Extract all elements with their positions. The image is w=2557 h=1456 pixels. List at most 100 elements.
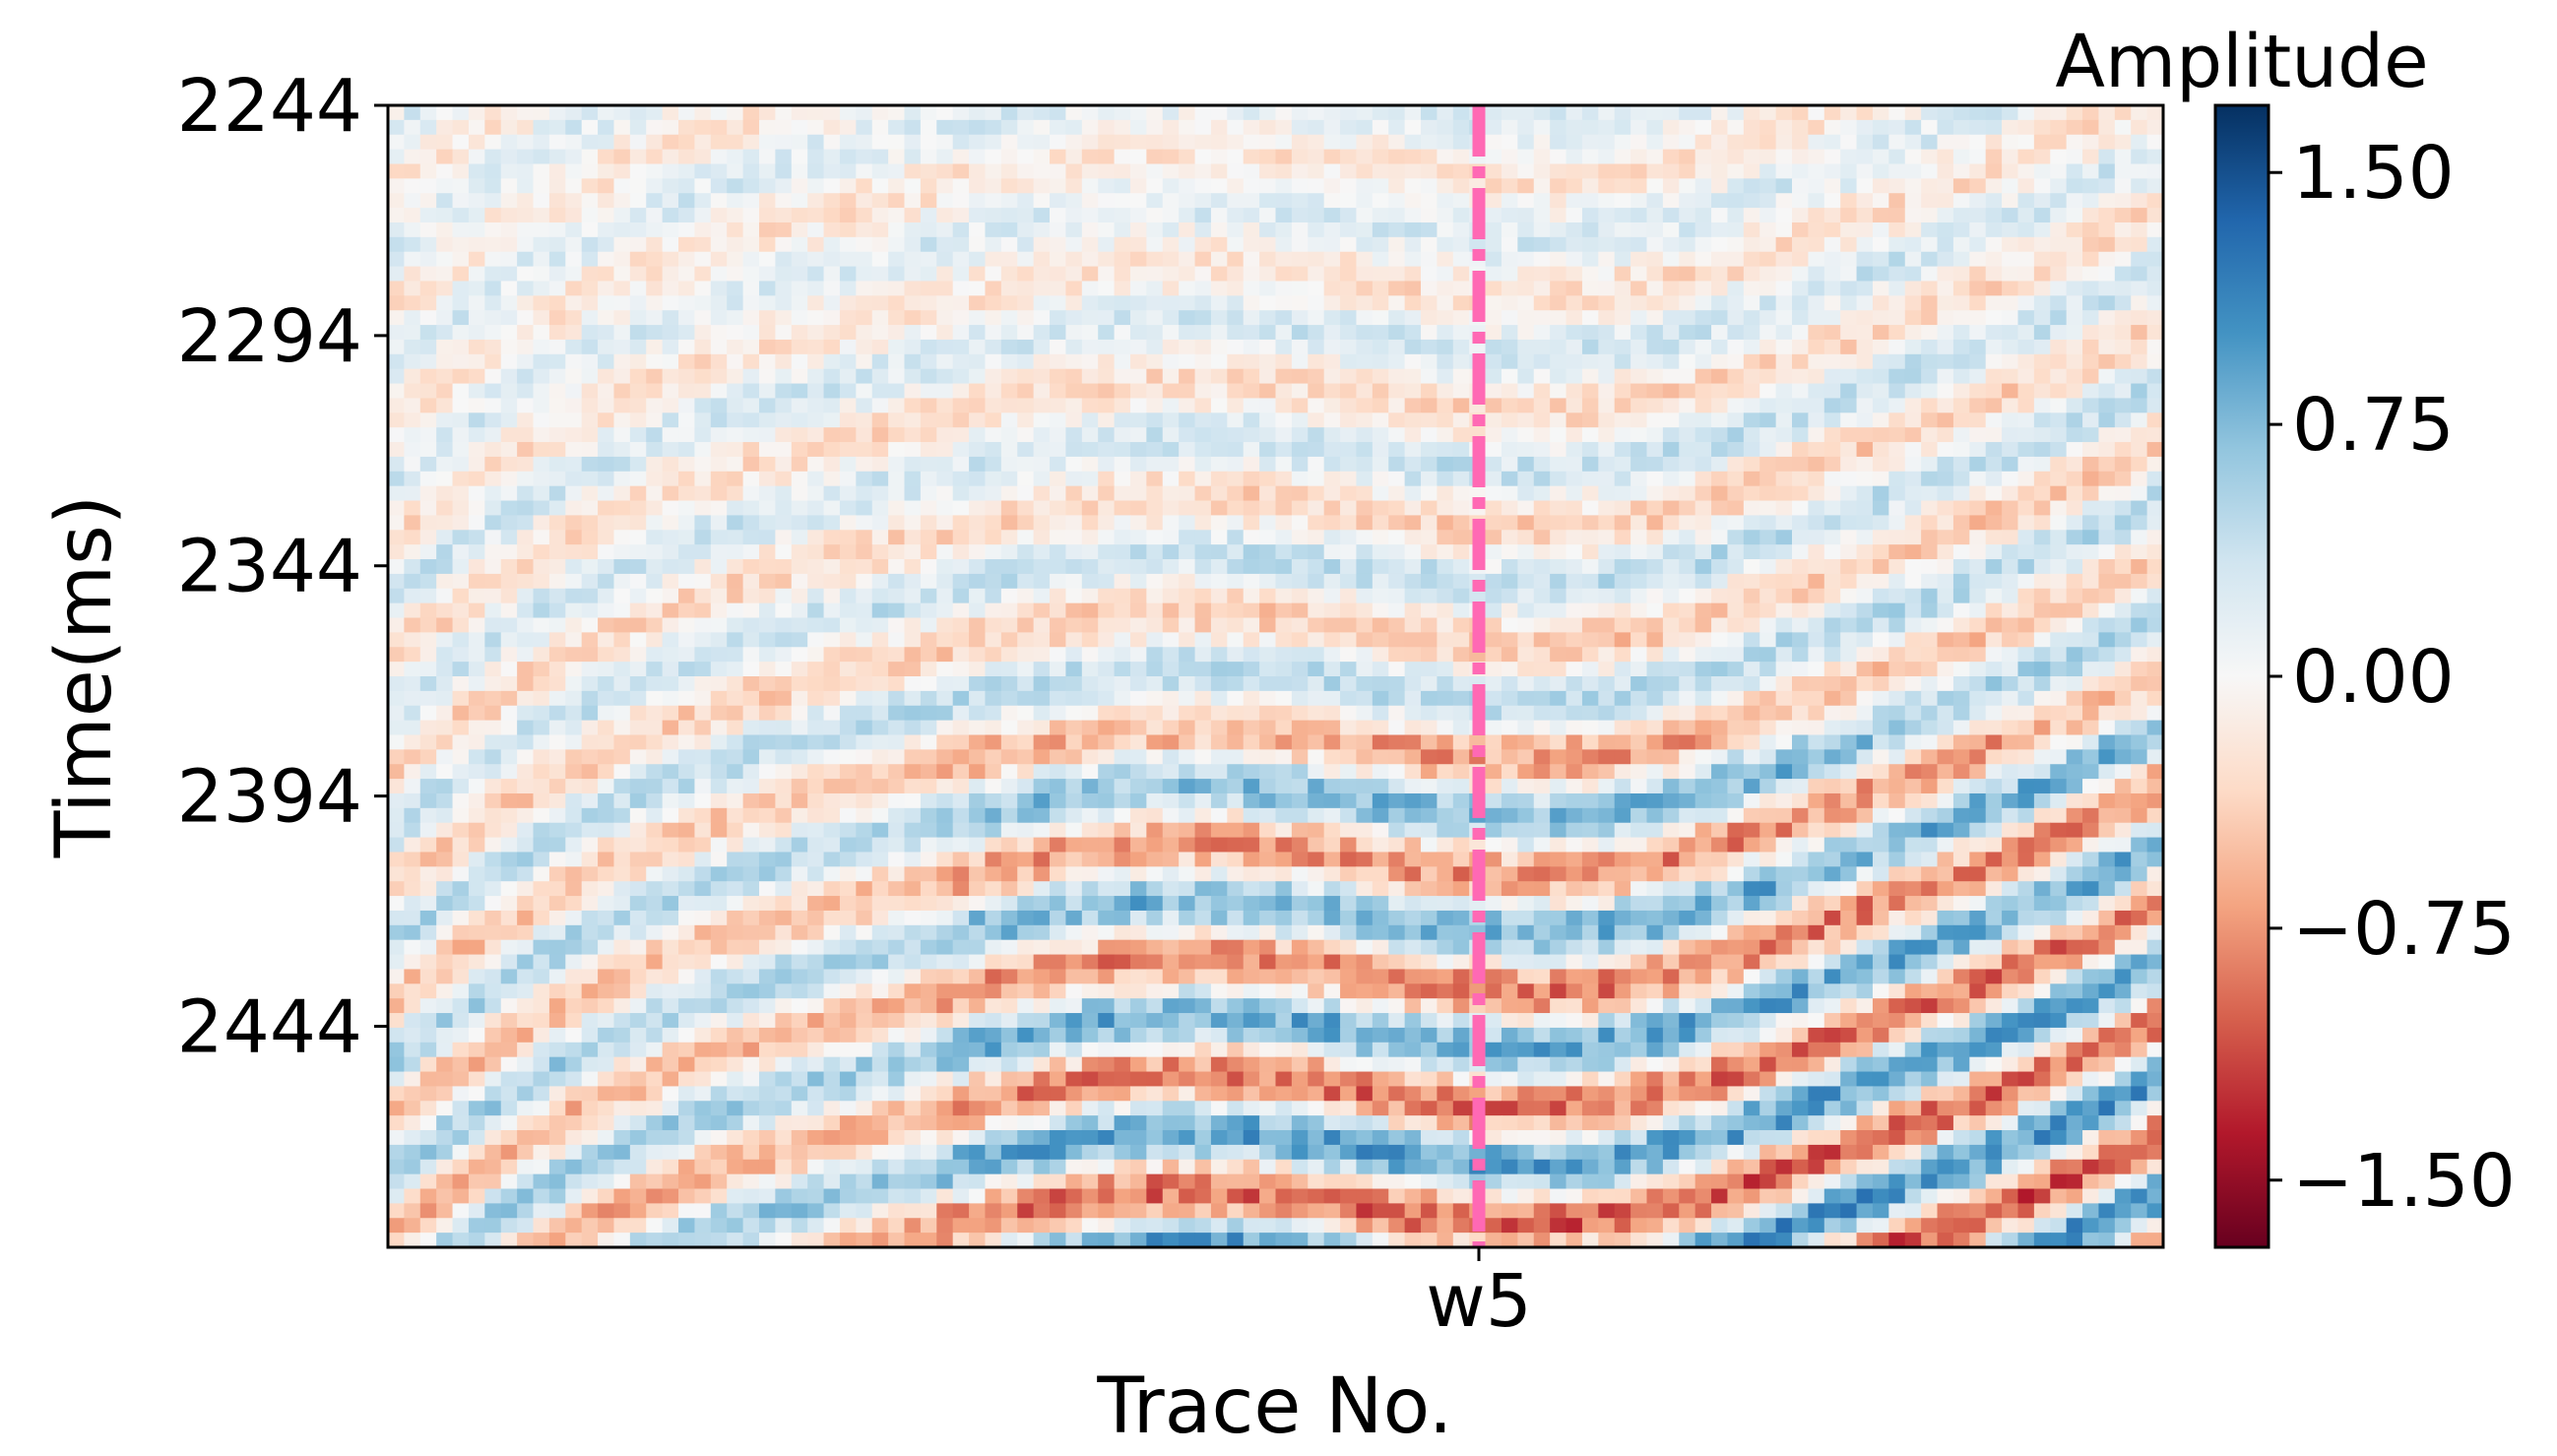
heatmap-cell	[2131, 208, 2148, 223]
heatmap-cell	[888, 339, 906, 355]
heatmap-cell	[1550, 295, 1567, 311]
heatmap-cell	[1388, 368, 1406, 385]
heatmap-cell	[1485, 515, 1502, 531]
heatmap-cell	[1308, 398, 1325, 413]
heatmap-cell	[484, 383, 502, 400]
heatmap-cell	[1081, 281, 1099, 296]
heatmap-cell	[758, 573, 776, 590]
heatmap-cell	[629, 705, 647, 722]
heatmap-cell	[2017, 325, 2035, 341]
heatmap-cell	[452, 295, 470, 311]
heatmap-cell	[1517, 617, 1535, 633]
heatmap-cell	[613, 163, 631, 179]
heatmap-cell	[1000, 236, 1018, 253]
heatmap-cell	[629, 515, 647, 531]
heatmap-cell	[1162, 193, 1180, 209]
heatmap-cell	[758, 222, 776, 238]
heatmap-cell	[1517, 676, 1535, 692]
heatmap-cell	[517, 105, 535, 121]
heatmap-cell	[985, 134, 1002, 151]
heatmap-cell	[2002, 632, 2019, 648]
heatmap-cell	[1356, 530, 1374, 545]
heatmap-cell	[1808, 530, 1825, 545]
heatmap-cell	[662, 456, 679, 473]
heatmap-cell	[742, 690, 760, 707]
heatmap-cell	[1000, 662, 1018, 677]
heatmap-cell	[1340, 573, 1358, 590]
heatmap-cell	[871, 383, 889, 400]
heatmap-cell	[1662, 427, 1680, 443]
heatmap-cell	[1662, 617, 1680, 633]
heatmap-cell	[758, 149, 776, 165]
heatmap-cell	[1969, 163, 1987, 179]
heatmap-cell	[1550, 149, 1567, 165]
heatmap-cell	[419, 412, 437, 428]
heatmap-cell	[452, 573, 470, 590]
heatmap-cell	[404, 412, 421, 428]
heatmap-cell	[1566, 310, 1583, 326]
heatmap-cell	[1000, 588, 1018, 604]
heatmap-cell	[807, 559, 825, 575]
heatmap-cell	[565, 236, 583, 253]
heatmap-cell	[613, 105, 631, 121]
heatmap-cell	[1129, 559, 1147, 575]
heatmap-cell	[1711, 193, 1729, 209]
heatmap-cell	[985, 500, 1002, 517]
heatmap-cell	[1323, 383, 1341, 400]
heatmap-cell	[452, 530, 470, 545]
heatmap-cell	[1275, 134, 1293, 151]
heatmap-cell	[1081, 193, 1099, 209]
heatmap-cell	[1872, 222, 1889, 238]
heatmap-cell	[969, 617, 987, 633]
heatmap-cell	[856, 705, 873, 722]
heatmap-cell	[1921, 662, 1939, 677]
heatmap-cell	[1437, 559, 1454, 575]
heatmap-cell	[969, 749, 987, 765]
heatmap-cell	[1308, 222, 1325, 238]
heatmap-cell	[936, 456, 954, 473]
heatmap-cell	[1856, 530, 1874, 545]
heatmap-cell	[2017, 530, 2035, 545]
heatmap-cell	[1372, 119, 1389, 136]
heatmap-cell	[2131, 236, 2148, 253]
heatmap-cell	[969, 163, 987, 179]
heatmap-cell	[436, 149, 454, 165]
heatmap-cell	[565, 500, 583, 517]
heatmap-cell	[1985, 573, 2003, 590]
heatmap-cell	[1630, 383, 1648, 400]
heatmap-cell	[1452, 530, 1470, 545]
heatmap-cell	[1840, 266, 1858, 283]
heatmap-cell	[1033, 500, 1051, 517]
heatmap-cell	[646, 236, 664, 253]
heatmap-cell	[1614, 485, 1631, 502]
heatmap-cell	[2017, 368, 2035, 385]
heatmap-cell	[1194, 500, 1212, 517]
heatmap-cell	[1340, 705, 1358, 722]
heatmap-cell	[500, 427, 518, 443]
heatmap-cell	[888, 119, 906, 136]
heatmap-cell	[1598, 720, 1616, 736]
heatmap-cell	[2146, 427, 2164, 443]
heatmap-cell	[662, 734, 679, 750]
heatmap-cell	[710, 662, 728, 677]
heatmap-cell	[1194, 339, 1212, 355]
heatmap-cell	[888, 632, 906, 648]
heatmap-cell	[1550, 559, 1567, 575]
heatmap-cell	[2114, 617, 2132, 633]
heatmap-cell	[1840, 353, 1858, 370]
heatmap-cell	[1581, 134, 1599, 151]
heatmap-cell	[1162, 236, 1180, 253]
heatmap-cell	[1243, 134, 1260, 151]
heatmap-cell	[2050, 588, 2068, 604]
heatmap-cell	[856, 134, 873, 151]
heatmap-cell	[662, 266, 679, 283]
heatmap-cell	[436, 720, 454, 736]
heatmap-cell	[1952, 281, 1970, 296]
heatmap-cell	[904, 485, 922, 502]
heatmap-cell	[484, 281, 502, 296]
heatmap-cell	[1888, 412, 1906, 428]
heatmap-cell	[1259, 632, 1277, 648]
heatmap-cell	[1485, 119, 1502, 136]
heatmap-cell	[1340, 339, 1358, 355]
heatmap-cell	[419, 617, 437, 633]
